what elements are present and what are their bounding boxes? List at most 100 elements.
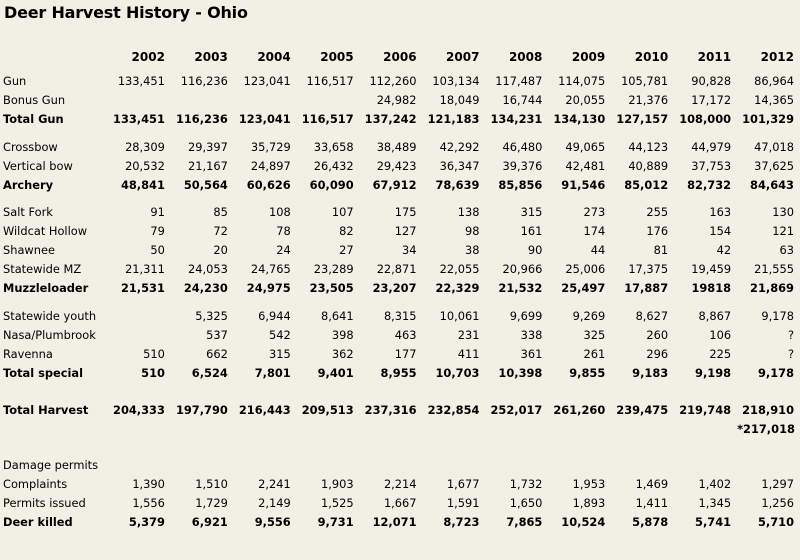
value-cell: 9,178 <box>761 308 794 323</box>
value-cell: 662 <box>206 346 228 361</box>
row-label: Nasa/Plumbrook <box>3 327 96 342</box>
value-cell: 1,591 <box>446 496 480 511</box>
value-cell: 24 <box>276 243 291 258</box>
value-cell: 5,325 <box>195 308 228 323</box>
value-cell <box>234 420 297 439</box>
value-cell: 37,753 <box>691 158 732 173</box>
value-cell: 216,443 <box>238 402 291 417</box>
value-cell: 537 <box>206 327 228 342</box>
row-label: Wildcat Hollow <box>3 224 88 239</box>
value-cell: 36,347 <box>439 158 480 173</box>
value-cell: 116,517 <box>306 74 354 88</box>
value-cell: 411 <box>457 346 480 361</box>
value-cell: 510 <box>143 346 165 361</box>
value-cell: 24,897 <box>250 158 291 173</box>
value-cell: 42,292 <box>439 139 480 154</box>
row-label: Total Harvest <box>3 402 89 417</box>
table-row: Total Harvest 204,333 197,790 216,443 209,51… <box>0 401 800 420</box>
table-row: Permits issued 1,556 1,729 2,149 1,525 1,667 1… <box>0 494 800 513</box>
value-cell: 34 <box>402 243 417 258</box>
table-row: Total special 510 6,524 7,801 9,401 8,955 10,7… <box>0 364 800 383</box>
value-cell: 133,451 <box>117 74 165 88</box>
value-cell: 33,658 <box>313 139 354 154</box>
value-cell: 20 <box>213 243 228 258</box>
value-cell <box>108 420 171 439</box>
value-cell: 1,903 <box>321 477 354 492</box>
value-cell: ? <box>787 327 794 342</box>
value-cell: 38,489 <box>376 139 417 154</box>
value-cell: 29,397 <box>187 139 228 154</box>
spacer-cell <box>0 438 800 456</box>
value-cell: 1,256 <box>761 496 794 511</box>
value-cell: 22,871 <box>376 262 417 277</box>
value-cell: 24,053 <box>187 262 228 277</box>
table-row: Muzzleloader 21,531 24,230 24,975 23,505 23,2… <box>0 279 800 298</box>
row-label: Statewide MZ <box>3 262 82 277</box>
value-cell: 17,172 <box>691 92 732 107</box>
value-cell: 273 <box>583 205 606 220</box>
value-cell: 9,731 <box>317 515 354 530</box>
value-cell: 197,790 <box>175 402 228 417</box>
value-cell: 19,459 <box>691 262 732 277</box>
value-cell: 19818 <box>691 281 732 296</box>
value-cell: 315 <box>520 205 543 220</box>
value-cell: 9,855 <box>569 365 606 380</box>
table-row: Shawnee 50 20 24 27 34 38 90 44 81 42 63 <box>0 241 800 260</box>
year-header: 2007 <box>446 50 480 64</box>
value-cell: 116,517 <box>301 111 354 126</box>
value-cell: 24,975 <box>246 281 291 296</box>
value-cell: 42 <box>716 243 732 258</box>
row-label: Total special <box>3 365 83 380</box>
value-cell: 105,781 <box>621 74 669 88</box>
section-spacer <box>0 383 800 401</box>
value-cell: 1,402 <box>698 477 732 492</box>
table-row: Statewide youth 5,325 6,944 8,641 8,315 10,06… <box>0 307 800 326</box>
value-cell <box>108 91 171 110</box>
value-cell: 260 <box>646 327 669 342</box>
row-label: Statewide youth <box>3 308 97 323</box>
value-cell: 101,329 <box>742 111 794 126</box>
value-cell: 1,297 <box>761 477 794 492</box>
value-cell: 174 <box>583 224 606 239</box>
value-cell: 63 <box>779 243 795 258</box>
harvest-table: 2002 2003 2004 2005 2006 2007 2008 2009 2010 2011… <box>0 42 800 532</box>
value-cell: 21,532 <box>498 281 543 296</box>
value-cell <box>611 420 674 439</box>
table-row: Statewide MZ 21,311 24,053 24,765 23,289 22,8… <box>0 260 800 279</box>
value-cell: 72 <box>213 224 228 239</box>
value-cell: 107 <box>331 205 354 220</box>
table-row: Ravenna 510 662 315 362 177 411 361 261 296 225? <box>0 345 800 364</box>
value-cell <box>234 456 297 475</box>
value-cell: 315 <box>268 346 291 361</box>
table-row: Total Gun 133,451 116,236 123,041 116,517 137… <box>0 110 800 129</box>
value-cell <box>297 91 360 110</box>
row-label: Shawnee <box>3 243 55 258</box>
header-corner <box>0 42 108 72</box>
value-cell: 1,411 <box>635 496 669 511</box>
year-header: 2003 <box>194 50 228 64</box>
value-cell: 21,311 <box>125 262 165 277</box>
value-cell: 10,398 <box>498 365 543 380</box>
value-cell: 90,828 <box>691 74 732 88</box>
row-label: Damage permits <box>3 458 99 473</box>
year-header-row: 2002 2003 2004 2005 2006 2007 2008 2009 2010 2011… <box>0 42 800 72</box>
value-cell: 37,625 <box>754 158 794 173</box>
value-cell: 50 <box>150 243 165 258</box>
row-label: Complaints <box>3 477 68 492</box>
value-cell: 2,241 <box>258 477 291 492</box>
value-cell: 9,183 <box>632 365 669 380</box>
value-cell: 218,910 <box>742 402 794 417</box>
value-cell: 20,532 <box>125 158 165 173</box>
year-header: 2011 <box>697 50 732 64</box>
value-cell: 40,889 <box>628 158 669 173</box>
value-cell <box>108 307 171 326</box>
value-cell: 1,953 <box>572 477 606 492</box>
value-cell: 8,723 <box>443 515 480 530</box>
value-cell: 130 <box>772 205 794 220</box>
value-cell: 17,887 <box>624 281 669 296</box>
value-cell: 121,183 <box>427 111 480 126</box>
value-cell: 24,765 <box>250 262 291 277</box>
value-cell: 361 <box>520 346 543 361</box>
value-cell: 21,531 <box>120 281 165 296</box>
value-cell: *217,018 <box>737 421 795 436</box>
